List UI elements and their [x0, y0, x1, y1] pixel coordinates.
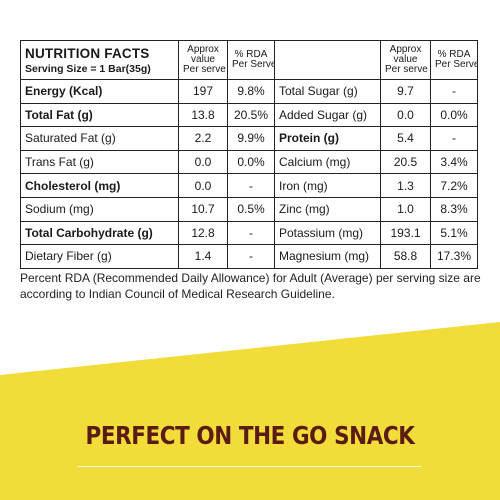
nutrient-rda-left: 0.0% [227, 149, 275, 175]
nutrient-row: Total Carbohydrate (g) 12.8- Potassium (mg… [20, 220, 478, 246]
col-header-blank [274, 40, 381, 80]
nutrient-rda-left: 20.5% [227, 102, 275, 128]
nutrient-name-right: Potassium (mg) [274, 220, 381, 246]
nutrient-value-right: 1.0 [380, 196, 431, 222]
nutrient-rda-left: 0.5% [227, 196, 275, 222]
nutrient-rda-right: 17.3% [430, 244, 478, 269]
slogan-text: PERFECT ON THE GO SNACK [85, 421, 415, 450]
nutrient-row: Saturated Fat (g) 2.2 9.9% Protein (g) 5.4- [20, 126, 478, 151]
slogan-underline [78, 466, 421, 467]
nutrient-name-right: Protein (g) [274, 126, 381, 151]
nutrient-value-left: 197 [178, 79, 228, 104]
nutrient-rda-left: 9.9% [227, 126, 275, 151]
table-header-row: NUTRITION FACTS Serving Size = 1 Bar(35g… [20, 40, 478, 80]
nutrient-value-right: 58.8 [380, 244, 431, 269]
col-header-value-left: Approx value Per serve [178, 40, 228, 80]
serving-size: Serving Size = 1 Bar(35g) [25, 62, 151, 75]
nutrient-value-left: 2.2 [178, 126, 228, 151]
nutrient-name-left: Trans Fat (g) [20, 149, 179, 175]
col-header-value-right: Approx value Per serve [380, 40, 431, 80]
nutrient-value-left: 0.0 [178, 149, 228, 175]
nutrient-rda-right: 3.4% [430, 149, 478, 175]
nutrient-value-right: 1.3 [380, 173, 431, 198]
nutrient-value-right: 20.5 [380, 149, 431, 175]
nutrient-name-left: Saturated Fat (g) [20, 126, 179, 151]
nutrient-name-left: Total Carbohydrate (g) [20, 220, 179, 246]
nutrient-name-left: Sodium (mg) [20, 196, 179, 222]
nutrient-value-left: 0.0 [178, 173, 228, 198]
nutrient-name-right: Added Sugar (g) [274, 102, 381, 128]
nutrient-name-left: Cholesterol (mg) [20, 173, 179, 198]
nutrient-value-right: 9.7 [380, 79, 431, 104]
nutrient-value-left: 1.4 [178, 244, 228, 269]
nutrition-facts-table: NUTRITION FACTS Serving Size = 1 Bar(35g… [20, 40, 478, 269]
col-header-rda-left: % RDA Per Serve [227, 40, 275, 80]
nutrient-row: Sodium (mg) 10.7 0.5% Zinc (mg) 1.0 8.3% [20, 196, 478, 222]
nutrient-rda-right: - [430, 79, 478, 104]
nutrient-rda-right: 0.0% [430, 102, 478, 128]
table-title-cell: NUTRITION FACTS Serving Size = 1 Bar(35g… [20, 40, 179, 80]
nutrient-value-left: 12.8 [178, 220, 228, 246]
nutrient-rda-left: - [227, 220, 275, 246]
nutrient-row: Cholesterol (mg) 0.0- Iron (mg) 1.3 7.2% [20, 173, 478, 198]
nutrient-name-right: Iron (mg) [274, 173, 381, 198]
table-title: NUTRITION FACTS [25, 45, 150, 61]
nutrient-row: Energy (Kcal) 197 9.8% Total Sugar (g) 9.7- [20, 79, 478, 104]
col-header-rda-right: % RDA Per Serve [430, 40, 478, 80]
nutrient-row: Total Fat (g) 13.8 20.5% Added Sugar (g) 0.0… [20, 102, 478, 128]
nutrient-value-left: 13.8 [178, 102, 228, 128]
nutrient-rda-right: 5.1% [430, 220, 478, 246]
nutrient-value-left: 10.7 [178, 196, 228, 222]
nutrient-rda-right: - [430, 126, 478, 151]
nutrient-name-left: Energy (Kcal) [20, 79, 179, 104]
nutrient-name-right: Calcium (mg) [274, 149, 381, 175]
nutrient-rda-left: - [227, 244, 275, 269]
nutrient-name-right: Zinc (mg) [274, 196, 381, 222]
nutrient-value-right: 193.1 [380, 220, 431, 246]
nutrient-name-left: Total Fat (g) [20, 102, 179, 128]
nutrient-row: Dietary Fiber (g) 1.4- Magnesium (mg) 58.8 1… [20, 244, 478, 269]
nutrient-rda-left: - [227, 173, 275, 198]
nutrient-rda-right: 8.3% [430, 196, 478, 222]
nutrient-value-right: 0.0 [380, 102, 431, 128]
nutrient-row: Trans Fat (g) 0.0 0.0% Calcium (mg) 20.5 3.4% [20, 149, 478, 175]
nutrient-value-right: 5.4 [380, 126, 431, 151]
nutrient-name-right: Magnesium (mg) [274, 244, 381, 269]
nutrient-name-left: Dietary Fiber (g) [20, 244, 179, 269]
nutrient-rda-right: 7.2% [430, 173, 478, 198]
nutrient-name-right: Total Sugar (g) [274, 79, 381, 104]
rda-footnote: Percent RDA (Recommended Daily Allowance… [20, 271, 481, 301]
nutrient-rda-left: 9.8% [227, 79, 275, 104]
